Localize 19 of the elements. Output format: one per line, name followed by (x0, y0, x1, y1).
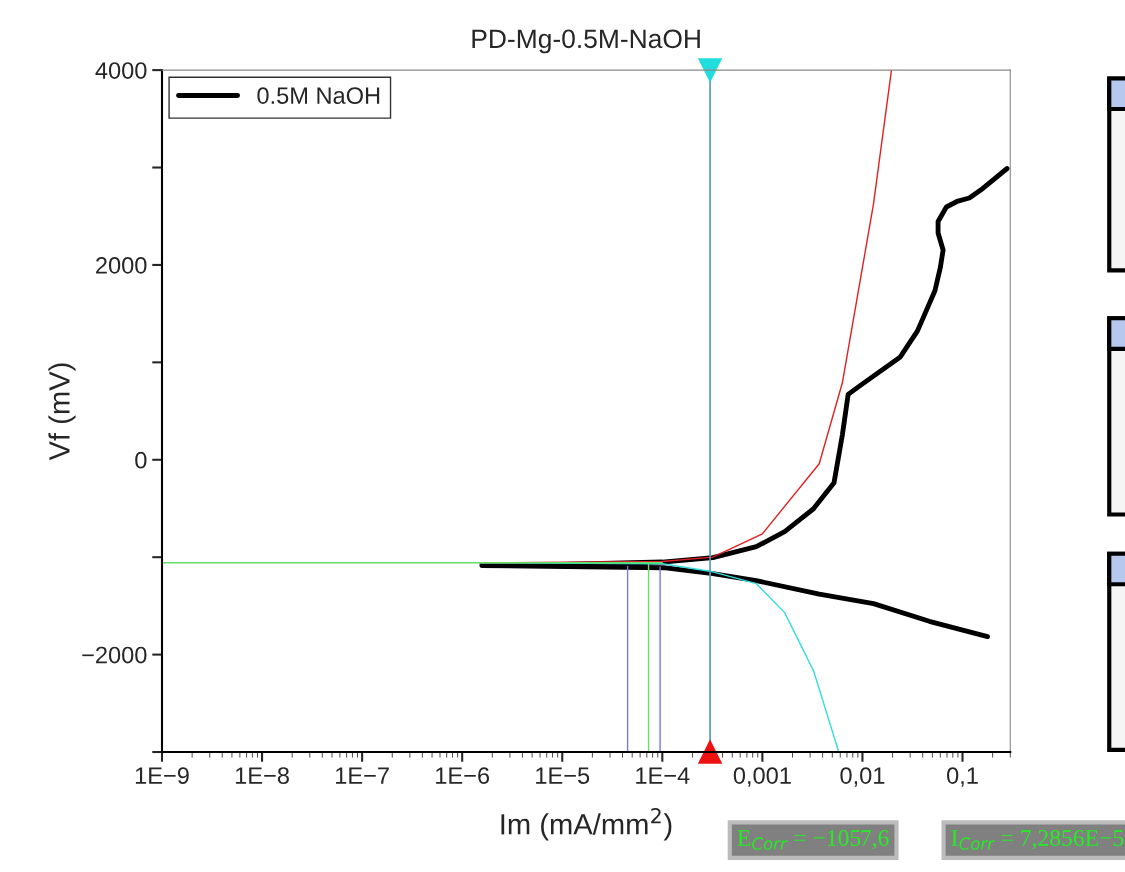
x-tick-label: 1E−8 (235, 767, 289, 784)
x-tick-label: 0,01 (840, 767, 885, 787)
text: I$_{Corr}$ = 7,2856E−5 (951, 830, 1124, 850)
text: E$_{Corr}$ = −1057,6 (737, 830, 889, 850)
y-tick-label: 0 (135, 451, 147, 469)
x-tick-label: 1E−5 (536, 767, 590, 784)
x-tick-label: 1E−6 (436, 767, 490, 784)
chart-title: PD-Mg-0.5M-NaOH (472, 29, 700, 54)
y-tick-label: 2000 (96, 257, 147, 274)
legend-label: 0.5M NaOH (257, 87, 380, 104)
y-tick-label: 4000 (95, 62, 147, 79)
x-tick-label: 0,001 (733, 767, 791, 787)
x-tick-label: 1E−9 (135, 767, 189, 784)
x-axis-title: Im (mA/mm$^{2}$) (501, 808, 672, 841)
x-tick-label: 0,1 (947, 767, 978, 787)
y-axis-title: Vf (mV) (48, 363, 76, 461)
y-tick-label: −2000 (82, 646, 147, 664)
x-tick-label: 1E−7 (336, 767, 389, 784)
x-tick-label: 1E−4 (636, 767, 690, 784)
